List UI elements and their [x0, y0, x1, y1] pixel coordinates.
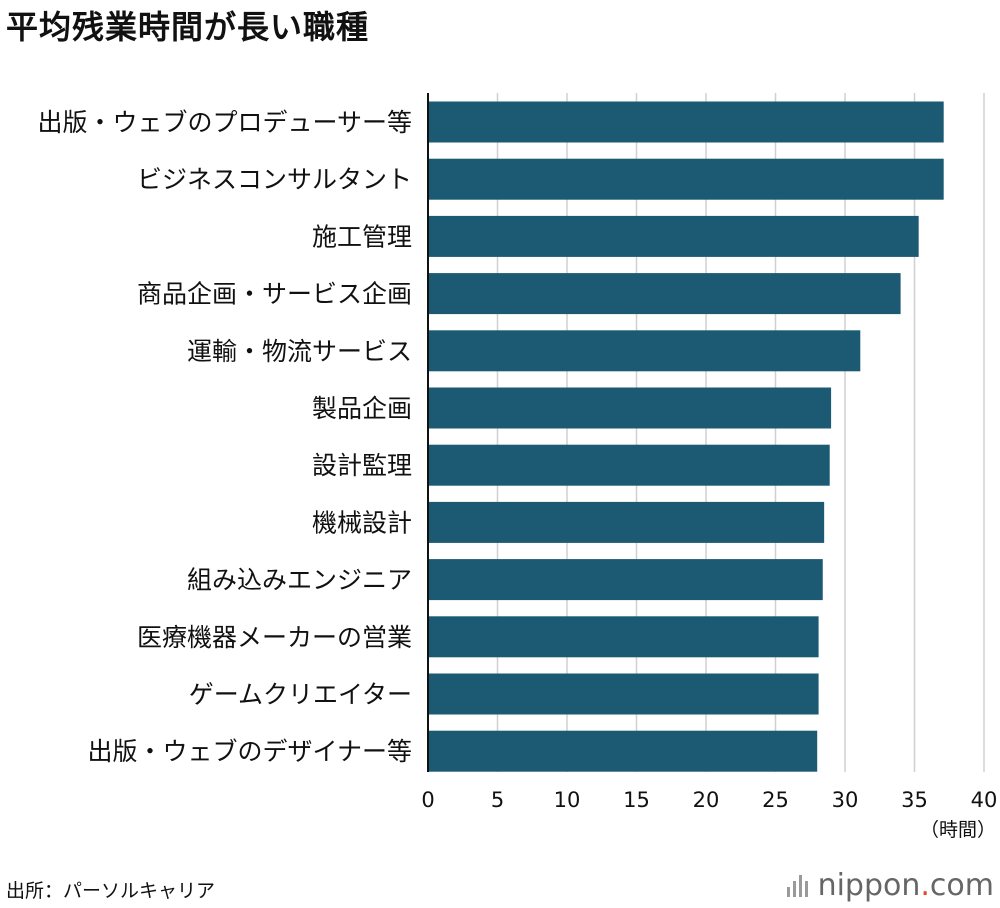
- bar: [428, 101, 944, 143]
- category-label: 設計監理: [312, 451, 412, 480]
- nippon-sound-bars-icon: [786, 874, 808, 897]
- category-label-layer: 出版・ウェブのプロデューサー等ビジネスコンサルタント施工管理商品企画・サービス企…: [37, 108, 412, 766]
- bar: [428, 273, 901, 315]
- brand-logo[interactable]: nippon. com: [786, 868, 994, 903]
- bar: [428, 559, 823, 601]
- bar: [428, 673, 819, 715]
- bar: [428, 616, 819, 658]
- brand-name: nippon: [817, 868, 921, 903]
- tick-label-layer: 0 5 10 15 20 25 30 35 40: [421, 788, 997, 812]
- category-label: 製品企画: [312, 394, 412, 423]
- x-tick-label: 30: [832, 788, 859, 812]
- x-tick-label: 10: [554, 788, 581, 812]
- category-label: ゲームクリエイター: [189, 680, 412, 709]
- bar: [428, 215, 919, 257]
- x-axis-unit-label: （時間）: [920, 819, 996, 841]
- x-tick-label: 5: [491, 788, 504, 812]
- bar-layer: [428, 101, 944, 772]
- bar: [428, 330, 861, 372]
- category-label: 出版・ウェブのプロデューサー等: [37, 108, 412, 137]
- category-label: ビジネスコンサルタント: [137, 165, 412, 194]
- category-label: 施工管理: [312, 222, 412, 251]
- chart-title: 平均残業時間が長い職種: [6, 8, 370, 46]
- category-label: 出版・ウェブのデザイナー等: [87, 737, 412, 766]
- x-tick-label: 15: [623, 788, 650, 812]
- brand-suffix: com: [929, 868, 994, 903]
- bar: [428, 730, 818, 772]
- grid-layer: [496, 93, 985, 772]
- bar: [428, 444, 830, 486]
- source-note: 出所：パーソルキャリア: [6, 880, 216, 902]
- bar: [428, 387, 832, 429]
- category-label: 機械設計: [312, 508, 412, 537]
- category-label: 組み込みエンジニア: [187, 566, 412, 595]
- x-tick-label: 35: [901, 788, 928, 812]
- x-tick-label: 25: [762, 788, 789, 812]
- category-label: 商品企画・サービス企画: [137, 280, 412, 309]
- category-label: 運輸・物流サービス: [187, 337, 412, 366]
- x-tick-label: 40: [971, 788, 998, 812]
- x-tick-label: 0: [421, 788, 434, 812]
- bar: [428, 158, 944, 200]
- brand-dot: .: [920, 868, 930, 903]
- category-label: 医療機器メーカーの営業: [137, 623, 412, 652]
- x-tick-label: 20: [693, 788, 720, 812]
- bar: [428, 501, 825, 543]
- bar-chart: 出版・ウェブのプロデューサー等ビジネスコンサルタント施工管理商品企画・サービス企…: [37, 93, 997, 841]
